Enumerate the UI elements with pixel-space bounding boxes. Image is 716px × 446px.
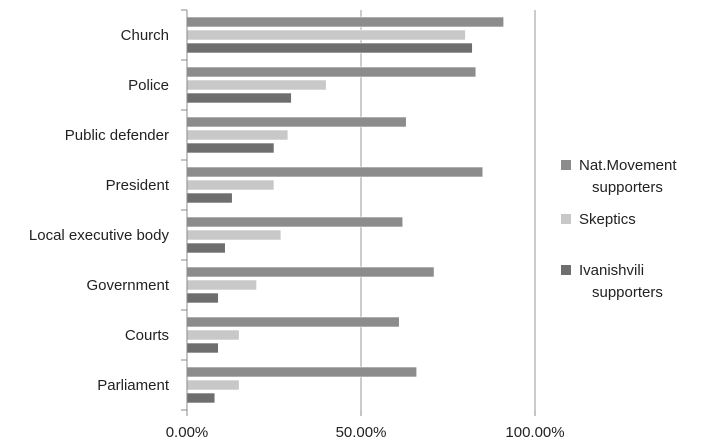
bar xyxy=(186,142,275,154)
bar xyxy=(186,229,282,241)
bar xyxy=(186,242,226,254)
bar xyxy=(186,266,435,278)
legend: Nat.Movement supporters Skeptics Ivanishvil… xyxy=(561,157,677,301)
bar xyxy=(186,79,327,91)
category-label: Government xyxy=(86,277,169,294)
bar xyxy=(186,316,400,328)
legend-swatch xyxy=(561,214,571,224)
bar xyxy=(186,192,233,204)
bar xyxy=(186,292,219,304)
legend-swatch xyxy=(561,265,571,275)
legend-label: Skeptics xyxy=(579,211,636,228)
category-label: Courts xyxy=(125,327,169,344)
bar xyxy=(186,66,477,78)
bar xyxy=(186,379,240,391)
category-label: Local executive body xyxy=(29,227,170,244)
category-label: Public defender xyxy=(65,127,169,144)
category-label: Church xyxy=(121,27,169,44)
bar xyxy=(186,279,257,291)
category-labels: Church Police Public defender President Loca… xyxy=(29,27,170,394)
bar xyxy=(186,329,240,341)
bars xyxy=(186,16,504,404)
bar xyxy=(186,166,484,178)
legend-label: Nat.Movement xyxy=(579,157,677,174)
bar xyxy=(186,92,292,104)
category-label: Police xyxy=(128,77,169,94)
bar xyxy=(186,29,466,41)
bar xyxy=(186,42,473,54)
x-tick-label: 50.00% xyxy=(336,424,387,441)
x-tick-labels: 0.00% 50.00% 100.00% xyxy=(166,424,565,441)
legend-label: supporters xyxy=(592,179,663,196)
legend-swatch xyxy=(561,160,571,170)
legend-label: Ivanishvili xyxy=(579,262,644,279)
bar xyxy=(186,116,407,128)
legend-label: supporters xyxy=(592,284,663,301)
category-label: President xyxy=(106,177,170,194)
bar xyxy=(186,366,417,378)
x-tick-label: 100.00% xyxy=(505,424,564,441)
bar xyxy=(186,129,289,141)
x-tick-label: 0.00% xyxy=(166,424,209,441)
bar xyxy=(186,392,216,404)
bar xyxy=(186,16,504,28)
axes xyxy=(181,9,536,416)
bar xyxy=(186,216,404,228)
bar xyxy=(186,342,219,354)
category-label: Parliament xyxy=(97,377,170,394)
bar xyxy=(186,179,275,191)
